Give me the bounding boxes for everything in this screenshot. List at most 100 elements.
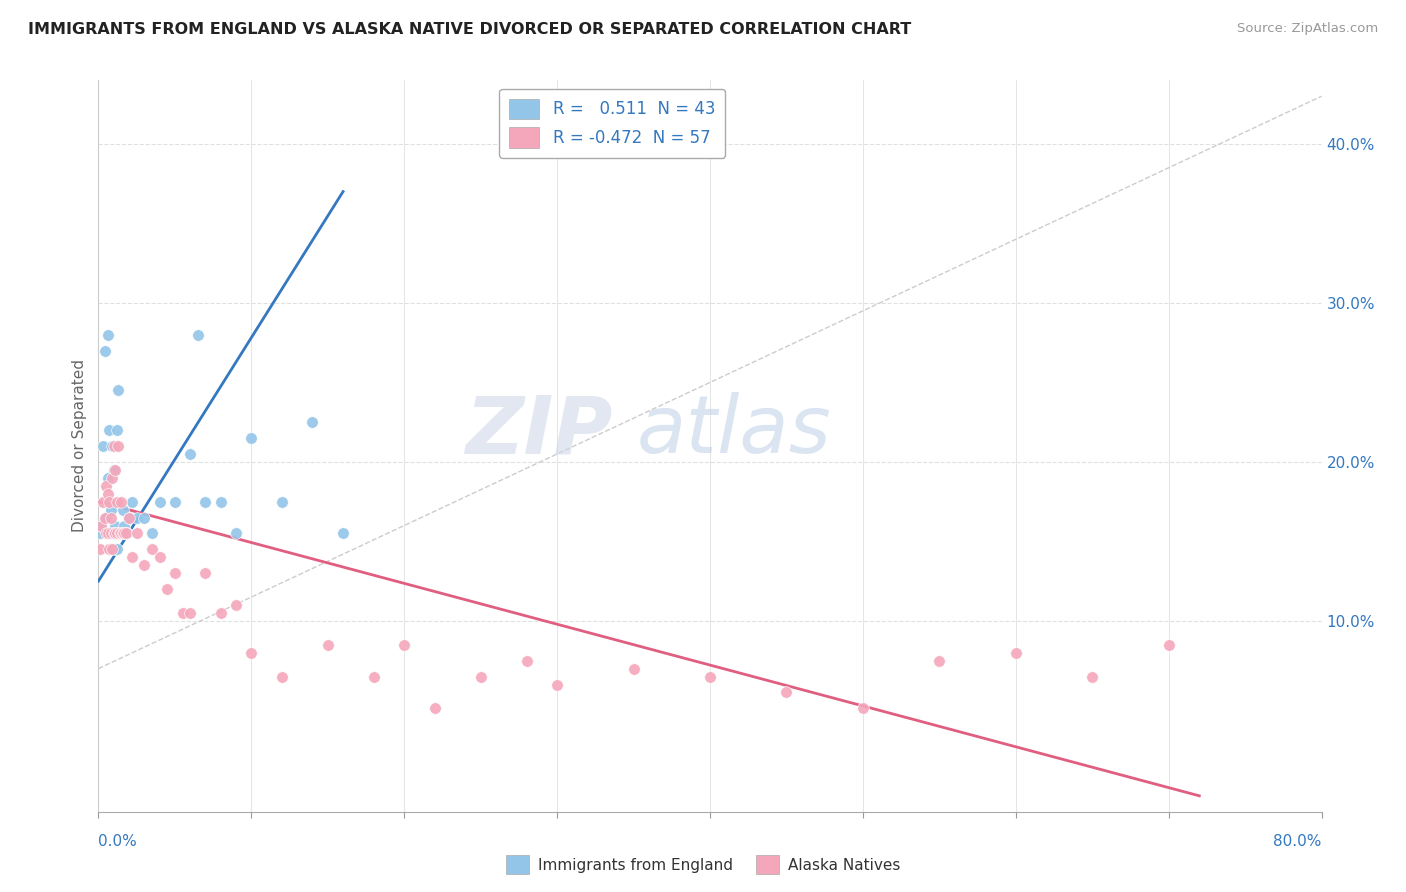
Point (179, 447, 201, 461)
Legend: R =   0.511  N = 43, R = -0.472  N = 57: R = 0.511 N = 43, R = -0.472 N = 57 (499, 88, 725, 158)
Point (101, 471, 124, 485)
Point (111, 502, 134, 516)
Text: atlas: atlas (637, 392, 831, 470)
Point (470, 669, 492, 683)
Point (103, 526, 125, 541)
Point (97, 486, 120, 500)
Point (107, 439, 129, 453)
Point (149, 494, 172, 508)
Point (105, 494, 128, 508)
Point (93, 343, 115, 358)
Point (332, 526, 354, 541)
Point (392, 638, 416, 652)
Point (316, 638, 339, 652)
Point (91, 439, 114, 453)
Point (98, 494, 121, 508)
Point (89, 542, 111, 557)
Point (104, 542, 127, 557)
Point (301, 415, 323, 429)
Point (90, 518, 112, 533)
Point (928, 654, 950, 668)
Point (112, 518, 135, 533)
Point (852, 701, 875, 715)
Point (423, 701, 446, 715)
Point (97, 327, 120, 342)
Point (179, 606, 201, 620)
Point (134, 510, 156, 524)
Point (623, 662, 645, 676)
Point (104, 463, 127, 477)
Point (100, 510, 122, 524)
Point (100, 502, 122, 516)
Text: 80.0%: 80.0% (1274, 834, 1322, 849)
Point (103, 439, 125, 453)
Point (108, 526, 131, 541)
Point (121, 550, 143, 565)
Point (110, 526, 132, 541)
Point (194, 494, 217, 508)
Point (100, 526, 122, 541)
Point (112, 526, 135, 541)
Point (194, 566, 217, 581)
Point (775, 685, 797, 699)
Point (163, 566, 186, 581)
Point (270, 494, 292, 508)
Point (107, 526, 129, 541)
Point (699, 669, 721, 683)
Point (141, 542, 163, 557)
Point (117, 526, 139, 541)
Point (104, 518, 127, 533)
Y-axis label: Divorced or Separated: Divorced or Separated (72, 359, 87, 533)
Point (115, 526, 138, 541)
Point (115, 526, 138, 541)
Point (546, 677, 568, 691)
Point (101, 526, 124, 541)
Point (101, 439, 124, 453)
Point (149, 550, 172, 565)
Point (240, 431, 263, 445)
Point (240, 646, 263, 660)
Point (94, 510, 117, 524)
Point (98, 542, 121, 557)
Point (270, 669, 292, 683)
Text: IMMIGRANTS FROM ENGLAND VS ALASKA NATIVE DIVORCED OR SEPARATED CORRELATION CHART: IMMIGRANTS FROM ENGLAND VS ALASKA NATIVE… (28, 22, 911, 37)
Point (225, 526, 247, 541)
Point (104, 526, 127, 541)
Point (91, 494, 114, 508)
Point (156, 582, 179, 596)
Point (118, 510, 141, 524)
Legend: Immigrants from England, Alaska Natives: Immigrants from England, Alaska Natives (499, 849, 907, 880)
Point (110, 526, 132, 541)
Point (225, 598, 247, 612)
Point (516, 654, 538, 668)
Point (121, 494, 143, 508)
Point (163, 494, 186, 508)
Point (101, 542, 124, 557)
Text: 0.0%: 0.0% (98, 834, 138, 849)
Point (97, 471, 120, 485)
Point (94, 526, 117, 541)
Text: Source: ZipAtlas.com: Source: ZipAtlas.com (1237, 22, 1378, 36)
Point (125, 510, 148, 524)
Point (110, 494, 132, 508)
Point (134, 558, 156, 573)
Point (111, 526, 134, 541)
Point (363, 669, 385, 683)
Point (118, 510, 141, 524)
Text: ZIP: ZIP (465, 392, 612, 470)
Point (141, 526, 163, 541)
Point (98, 423, 121, 437)
Point (103, 526, 125, 541)
Point (172, 606, 194, 620)
Point (1004, 646, 1026, 660)
Point (1157, 638, 1180, 652)
Point (209, 494, 232, 508)
Point (98, 526, 121, 541)
Point (108, 526, 131, 541)
Point (89, 526, 111, 541)
Point (93, 510, 115, 524)
Point (125, 526, 148, 541)
Point (97, 526, 120, 541)
Point (100, 526, 122, 541)
Point (105, 423, 128, 437)
